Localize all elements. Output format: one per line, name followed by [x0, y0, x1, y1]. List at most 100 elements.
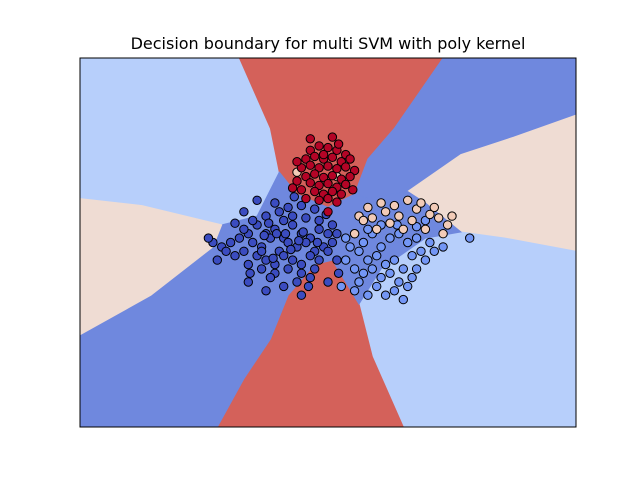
data-point-class-0 — [280, 229, 291, 239]
data-point-class-0 — [279, 281, 289, 292]
data-point-class-0 — [289, 192, 299, 202]
data-point-class-0 — [264, 218, 274, 228]
data-point-class-0 — [252, 195, 262, 206]
data-point-class-1 — [389, 286, 400, 296]
data-point-class-1 — [394, 277, 404, 287]
data-point-class-1 — [363, 290, 373, 300]
data-point-class-3 — [336, 189, 346, 199]
data-point-class-3 — [333, 139, 344, 149]
data-point-class-1 — [389, 255, 400, 265]
data-point-class-2 — [407, 215, 417, 226]
data-point-class-0 — [287, 220, 298, 230]
data-point-class-1 — [403, 237, 413, 248]
data-point-class-1 — [380, 259, 391, 270]
data-point-class-0 — [332, 255, 342, 265]
data-point-class-1 — [358, 237, 369, 248]
data-point-class-2 — [429, 202, 439, 213]
data-point-class-0 — [243, 277, 254, 287]
data-point-class-0 — [230, 251, 240, 261]
data-point-class-1 — [398, 294, 408, 305]
data-point-class-0 — [283, 264, 293, 274]
data-point-class-3 — [345, 171, 355, 182]
data-point-class-2 — [389, 200, 400, 211]
data-point-class-0 — [239, 207, 249, 217]
data-point-class-0 — [261, 286, 271, 296]
data-point-class-1 — [354, 246, 364, 257]
data-point-class-0 — [279, 251, 289, 261]
data-point-class-1 — [407, 251, 417, 261]
data-point-class-0 — [294, 236, 304, 246]
data-point-class-2 — [442, 220, 453, 230]
data-points — [203, 132, 475, 305]
data-point-class-3 — [305, 178, 315, 188]
data-point-class-3 — [341, 179, 351, 190]
series-class-2 — [292, 167, 457, 239]
data-point-class-0 — [256, 246, 267, 257]
data-point-class-1 — [385, 268, 395, 278]
data-point-class-3 — [310, 151, 320, 162]
data-point-class-1 — [438, 242, 448, 252]
series-class-0 — [203, 192, 344, 300]
data-point-class-1 — [363, 224, 373, 235]
data-point-class-1 — [420, 255, 431, 265]
data-point-class-3 — [327, 132, 338, 142]
data-point-class-2 — [447, 211, 457, 221]
data-point-class-3 — [301, 154, 311, 164]
data-point-class-1 — [341, 233, 351, 243]
data-point-class-0 — [239, 246, 249, 257]
data-point-class-1 — [367, 264, 377, 274]
data-point-class-0 — [248, 215, 258, 226]
decision-region-class-1-0 — [79, 57, 280, 226]
data-point-class-3 — [327, 171, 338, 181]
data-point-class-0 — [212, 255, 223, 265]
data-point-class-0 — [287, 255, 298, 265]
data-point-class-3 — [301, 171, 311, 182]
data-point-class-2 — [358, 215, 369, 226]
data-point-class-2 — [403, 195, 413, 206]
data-point-class-2 — [434, 213, 444, 223]
data-point-class-1 — [341, 255, 351, 265]
data-point-class-0 — [268, 253, 278, 263]
data-point-class-0 — [245, 268, 255, 278]
data-point-class-3 — [345, 154, 355, 164]
data-point-class-1 — [425, 237, 435, 248]
data-point-class-0 — [310, 204, 320, 214]
data-point-class-1 — [336, 281, 346, 292]
axes-frame — [79, 57, 577, 428]
data-point-class-0 — [274, 207, 284, 217]
plot-area — [79, 57, 577, 428]
data-point-class-1 — [372, 281, 382, 292]
data-point-class-1 — [465, 233, 475, 243]
data-point-class-0 — [332, 229, 342, 239]
data-point-class-1 — [349, 264, 360, 274]
data-point-class-2 — [349, 229, 360, 239]
data-point-class-3 — [310, 169, 320, 179]
data-point-class-2 — [420, 224, 431, 235]
data-point-class-0 — [259, 230, 269, 241]
data-point-class-3 — [332, 197, 342, 207]
data-point-class-0 — [234, 233, 245, 243]
data-point-class-3 — [305, 160, 315, 170]
data-point-class-3 — [327, 186, 338, 197]
data-point-class-0 — [265, 272, 276, 283]
data-point-class-1 — [354, 277, 364, 287]
data-point-class-3 — [296, 185, 307, 195]
data-point-class-1 — [345, 242, 355, 252]
data-point-class-3 — [292, 176, 302, 186]
data-point-class-0 — [305, 251, 315, 261]
data-point-class-1 — [411, 233, 422, 243]
data-point-class-1 — [358, 268, 369, 278]
data-point-class-0 — [287, 211, 298, 221]
data-point-class-3 — [314, 141, 324, 151]
data-point-class-0 — [305, 272, 315, 283]
data-point-class-1 — [411, 264, 422, 274]
data-point-class-1 — [376, 272, 386, 283]
data-point-class-1 — [416, 246, 426, 257]
data-point-class-2 — [416, 198, 426, 208]
data-point-class-2 — [438, 229, 448, 239]
data-point-class-1 — [363, 255, 373, 265]
data-point-class-0 — [312, 237, 323, 248]
data-point-class-0 — [221, 246, 231, 257]
data-point-class-3 — [314, 163, 324, 173]
